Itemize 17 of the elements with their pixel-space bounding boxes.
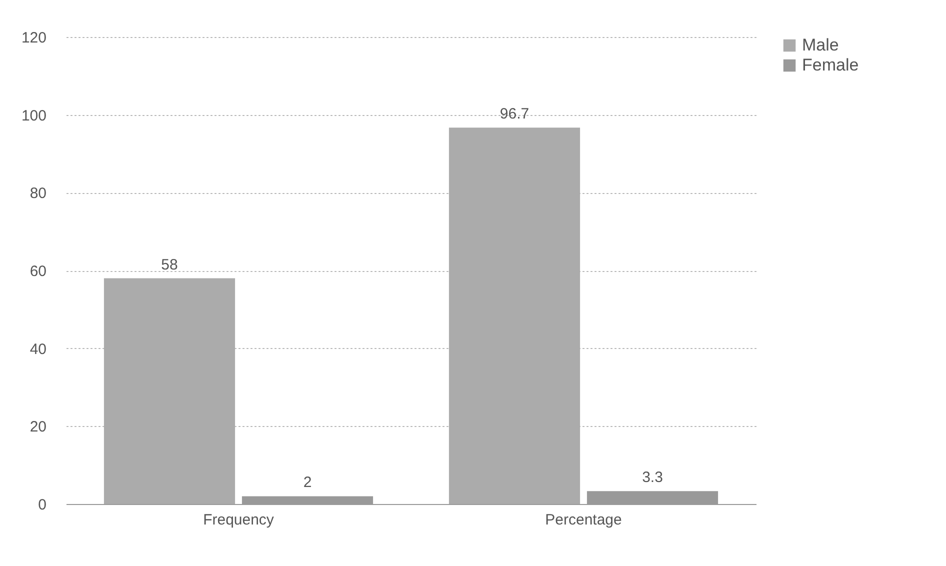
x-tick-label: Percentage (545, 512, 622, 528)
x-tick-label: Frequency (203, 512, 274, 528)
bar (448, 128, 580, 504)
data-label: 58 (161, 256, 178, 274)
y-tick-label: 120 (21, 30, 46, 46)
y-tick-label: 100 (21, 107, 46, 124)
y-tick-label: 0 (38, 496, 46, 514)
legend-label: Female (802, 56, 859, 74)
y-tick-label: 20 (30, 418, 46, 436)
legend-label: Male (802, 36, 839, 54)
data-label: 96.7 (500, 106, 530, 123)
bar (104, 278, 236, 504)
data-label: 3.3 (642, 469, 663, 486)
y-tick-label: 60 (30, 263, 46, 280)
data-label: 2 (303, 474, 312, 492)
y-tick-label: 80 (30, 185, 46, 202)
y-tick-label: 40 (30, 340, 46, 358)
